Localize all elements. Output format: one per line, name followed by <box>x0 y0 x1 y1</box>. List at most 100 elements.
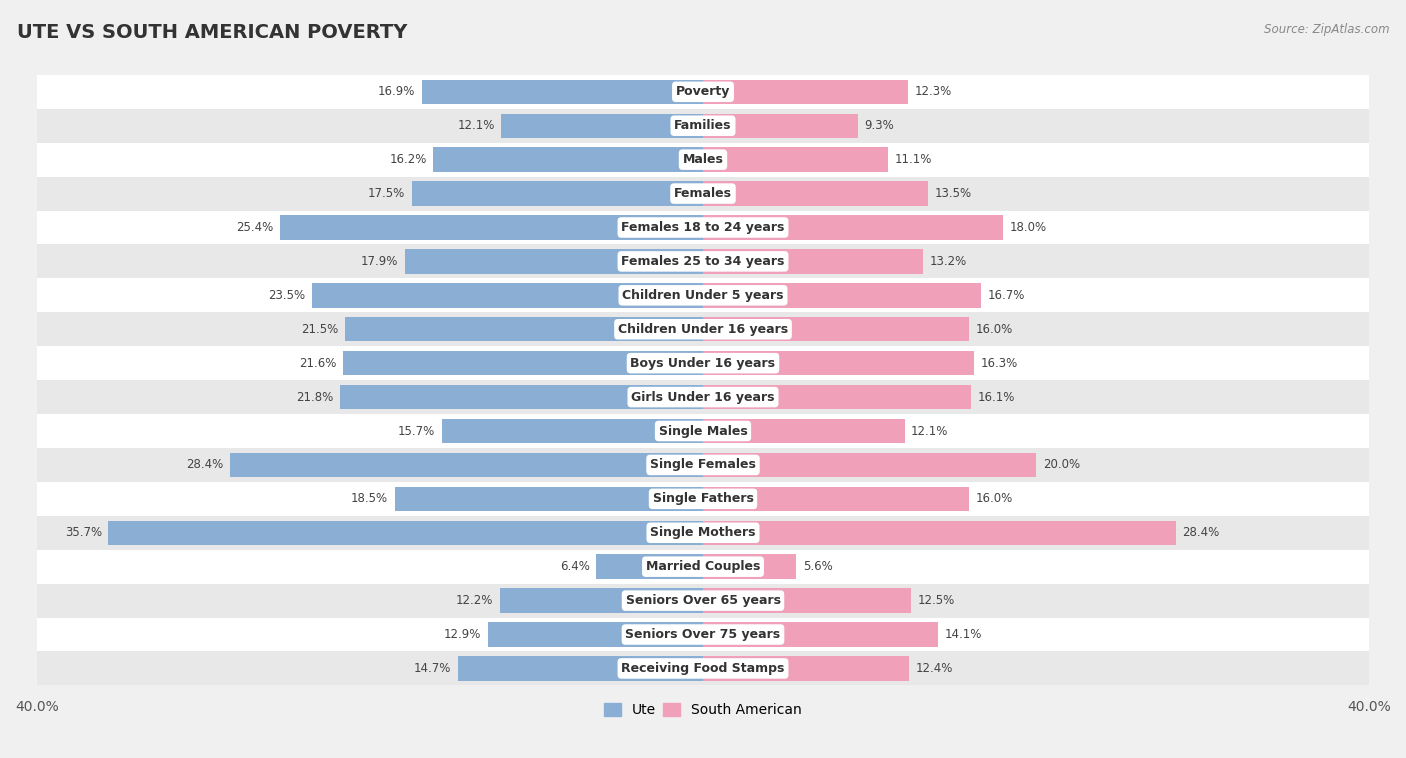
Text: Poverty: Poverty <box>676 86 730 99</box>
Bar <box>441 418 703 443</box>
Text: Females: Females <box>673 187 733 200</box>
Text: 16.9%: 16.9% <box>378 86 415 99</box>
Text: 20.0%: 20.0% <box>1043 459 1080 471</box>
Bar <box>37 618 1369 651</box>
Text: 25.4%: 25.4% <box>236 221 273 234</box>
Bar <box>340 385 703 409</box>
Bar <box>312 283 703 308</box>
Bar <box>703 80 908 104</box>
Text: Married Couples: Married Couples <box>645 560 761 573</box>
Bar <box>703 622 938 647</box>
Text: 12.1%: 12.1% <box>911 424 949 437</box>
Bar <box>37 515 1369 550</box>
Text: 6.4%: 6.4% <box>560 560 589 573</box>
Text: 13.2%: 13.2% <box>929 255 967 268</box>
Bar <box>502 114 703 138</box>
Bar <box>37 584 1369 618</box>
Text: 15.7%: 15.7% <box>398 424 434 437</box>
Text: UTE VS SOUTH AMERICAN POVERTY: UTE VS SOUTH AMERICAN POVERTY <box>17 23 408 42</box>
Bar <box>703 554 796 579</box>
Text: 12.3%: 12.3% <box>914 86 952 99</box>
Text: 13.5%: 13.5% <box>935 187 972 200</box>
Text: 9.3%: 9.3% <box>865 119 894 132</box>
Text: Females 25 to 34 years: Females 25 to 34 years <box>621 255 785 268</box>
Bar <box>703 453 1036 477</box>
Bar <box>433 148 703 172</box>
Bar <box>37 550 1369 584</box>
Legend: Ute, South American: Ute, South American <box>599 697 807 722</box>
Text: 18.0%: 18.0% <box>1010 221 1046 234</box>
Bar <box>703 385 972 409</box>
Text: Males: Males <box>682 153 724 166</box>
Text: 16.2%: 16.2% <box>389 153 426 166</box>
Bar <box>488 622 703 647</box>
Bar <box>37 278 1369 312</box>
Text: Single Fathers: Single Fathers <box>652 493 754 506</box>
Text: Females 18 to 24 years: Females 18 to 24 years <box>621 221 785 234</box>
Text: 21.6%: 21.6% <box>299 357 336 370</box>
Text: 12.9%: 12.9% <box>444 628 481 641</box>
Bar <box>596 554 703 579</box>
Text: 28.4%: 28.4% <box>1182 526 1220 539</box>
Bar <box>37 651 1369 685</box>
Bar <box>37 346 1369 380</box>
Bar <box>343 351 703 375</box>
Bar <box>395 487 703 511</box>
Bar <box>37 143 1369 177</box>
Bar <box>37 108 1369 143</box>
Text: 16.3%: 16.3% <box>981 357 1018 370</box>
Text: Children Under 16 years: Children Under 16 years <box>619 323 787 336</box>
Bar <box>458 656 703 681</box>
Bar <box>280 215 703 240</box>
Text: 21.5%: 21.5% <box>301 323 339 336</box>
Text: Single Mothers: Single Mothers <box>650 526 756 539</box>
Bar <box>703 418 904 443</box>
Bar <box>37 448 1369 482</box>
Bar <box>703 181 928 205</box>
Bar <box>344 317 703 341</box>
Text: 14.7%: 14.7% <box>415 662 451 675</box>
Bar <box>703 283 981 308</box>
Text: 35.7%: 35.7% <box>65 526 101 539</box>
Text: Children Under 5 years: Children Under 5 years <box>623 289 783 302</box>
Text: 12.5%: 12.5% <box>918 594 955 607</box>
Bar <box>703 249 922 274</box>
Text: 14.1%: 14.1% <box>945 628 981 641</box>
Bar <box>422 80 703 104</box>
Text: 23.5%: 23.5% <box>269 289 305 302</box>
Text: 17.9%: 17.9% <box>361 255 398 268</box>
Text: 5.6%: 5.6% <box>803 560 832 573</box>
Text: 11.1%: 11.1% <box>894 153 932 166</box>
Text: 28.4%: 28.4% <box>186 459 224 471</box>
Text: Single Females: Single Females <box>650 459 756 471</box>
Bar <box>703 588 911 612</box>
Bar <box>231 453 703 477</box>
Text: Source: ZipAtlas.com: Source: ZipAtlas.com <box>1264 23 1389 36</box>
Text: 21.8%: 21.8% <box>297 390 333 403</box>
Text: Boys Under 16 years: Boys Under 16 years <box>630 357 776 370</box>
Text: 12.2%: 12.2% <box>456 594 494 607</box>
Bar <box>405 249 703 274</box>
Bar <box>703 521 1175 545</box>
Bar <box>37 414 1369 448</box>
Text: 18.5%: 18.5% <box>352 493 388 506</box>
Text: 16.1%: 16.1% <box>977 390 1015 403</box>
Bar <box>37 380 1369 414</box>
Bar <box>37 211 1369 244</box>
Text: Families: Families <box>675 119 731 132</box>
Text: Girls Under 16 years: Girls Under 16 years <box>631 390 775 403</box>
Bar <box>703 351 974 375</box>
Bar <box>703 114 858 138</box>
Bar <box>703 656 910 681</box>
Text: Seniors Over 75 years: Seniors Over 75 years <box>626 628 780 641</box>
Text: Single Males: Single Males <box>658 424 748 437</box>
Bar <box>37 312 1369 346</box>
Bar <box>37 177 1369 211</box>
Text: 12.4%: 12.4% <box>917 662 953 675</box>
Bar <box>703 487 970 511</box>
Bar <box>108 521 703 545</box>
Text: 12.1%: 12.1% <box>457 119 495 132</box>
Bar <box>499 588 703 612</box>
Text: 16.0%: 16.0% <box>976 323 1014 336</box>
Text: 16.0%: 16.0% <box>976 493 1014 506</box>
